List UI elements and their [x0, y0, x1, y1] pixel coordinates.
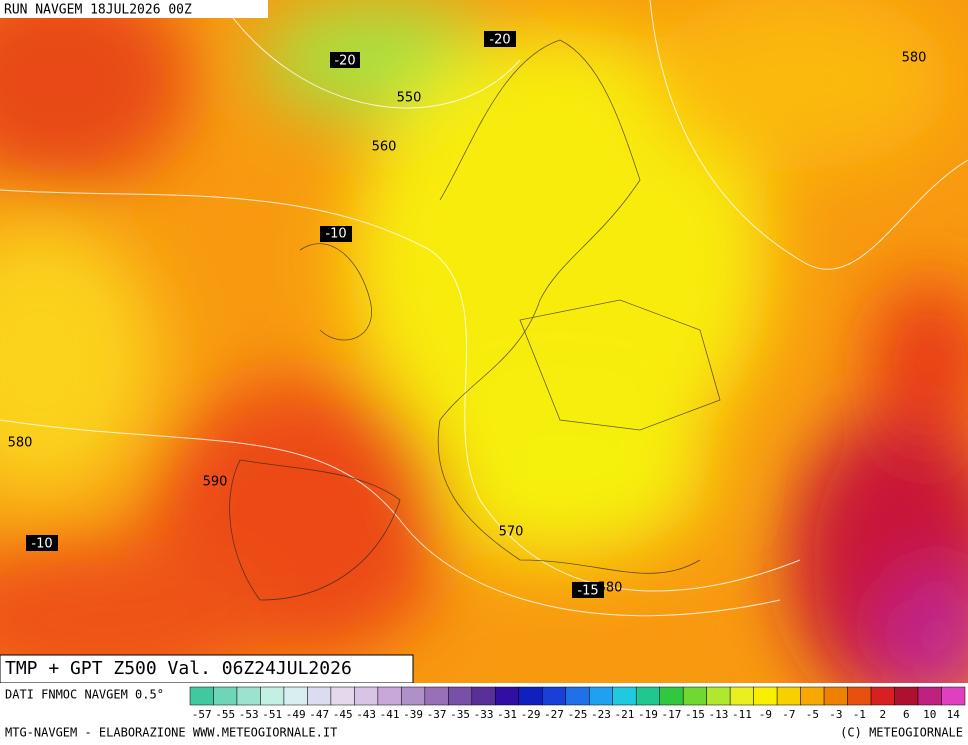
colorbar-label: 14: [947, 708, 961, 721]
colorbar-label: -1: [853, 708, 866, 721]
colorbar-label: -13: [708, 708, 728, 721]
colorbar-swatch: [753, 686, 778, 706]
colorbar-swatch: [542, 686, 567, 706]
footer-left: MTG-NAVGEM - ELABORAZIONE WWW.METEOGIORN…: [5, 726, 337, 740]
colorbar-swatch: [706, 686, 731, 706]
colorbar-swatch: [401, 686, 426, 706]
colorbar-label: -25: [568, 708, 588, 721]
colorbar-swatch: [495, 686, 520, 706]
colorbar-label: -53: [239, 708, 259, 721]
contour-label: 590: [203, 475, 228, 490]
footer-right: (C) METEOGIORNALE: [840, 726, 963, 740]
colorbar-label: 2: [879, 708, 886, 721]
colorbar-label: -5: [806, 708, 819, 721]
colorbar-swatch: [377, 686, 402, 706]
colorbar-label: -31: [497, 708, 517, 721]
colorbar-swatch: [847, 686, 872, 706]
colorbar-label: -37: [427, 708, 447, 721]
contour-label: 580: [598, 581, 623, 596]
colorbar-label: -57: [192, 708, 212, 721]
colorbar-swatch: [682, 686, 707, 706]
colorbar-swatch: [776, 686, 801, 706]
contour-label: -20: [489, 33, 510, 48]
colorbar-swatch: [424, 686, 449, 706]
contour-label: -10: [31, 537, 52, 552]
colorbar-label: -3: [829, 708, 842, 721]
colorbar-swatch: [588, 686, 613, 706]
colorbar-label: -11: [732, 708, 752, 721]
colorbar-label: -27: [544, 708, 564, 721]
map: [0, 0, 968, 710]
contour-label: 580: [902, 51, 927, 66]
contour-label: 570: [499, 525, 524, 540]
colorbar-label: -15: [685, 708, 705, 721]
colorbar-label: -43: [356, 708, 376, 721]
colorbar-swatch: [823, 686, 848, 706]
colorbar-swatch: [659, 686, 684, 706]
colorbar-swatch: [729, 686, 754, 706]
colorbar-label: -23: [591, 708, 611, 721]
colorbar-label: -39: [403, 708, 423, 721]
contour-label: 550: [397, 91, 422, 106]
colorbar-swatch: [283, 686, 308, 706]
colorbar-swatch: [612, 686, 637, 706]
colorbar-label: -51: [262, 708, 282, 721]
colorbar-swatch: [565, 686, 590, 706]
colorbar-label: -21: [615, 708, 635, 721]
colorbar-swatch: [236, 686, 261, 706]
contour-label: 560: [372, 140, 397, 155]
contour-label: -10: [325, 227, 346, 242]
contour-labels: -20 -20 550 560 580 -10 580 590 -10 570 …: [8, 31, 927, 599]
run-label: RUN NAVGEM 18JUL2026 00Z: [4, 3, 192, 18]
colorbar-swatch: [189, 686, 214, 706]
colorbar-label: -33: [474, 708, 494, 721]
colorbar-label: 6: [903, 708, 910, 721]
colorbar-swatch: [260, 686, 285, 706]
colorbar-label: -49: [286, 708, 306, 721]
colorbar-swatch: [518, 686, 543, 706]
colorbar-swatch: [917, 686, 942, 706]
source-label: DATI FNMOC NAVGEM 0.5°: [5, 688, 164, 702]
contour-label: -15: [577, 584, 598, 599]
colorbar-label: -29: [521, 708, 541, 721]
colorbar-swatch: [307, 686, 332, 706]
colorbar-swatch: [635, 686, 660, 706]
colorbar-swatch: [354, 686, 379, 706]
colorbar-swatch: [941, 686, 966, 706]
colorbar-swatch: [870, 686, 895, 706]
colorbar-label: -19: [638, 708, 658, 721]
colorbar-label: -9: [759, 708, 772, 721]
colorbar-label: -55: [215, 708, 235, 721]
colorbar-label: -41: [380, 708, 400, 721]
colorbar: -57 -55 -53 -51 -49 -47 -45 -43 -41 -39 -37 -35 -33-…: [189, 686, 966, 721]
colorbar-swatch: [800, 686, 825, 706]
colorbar-swatch: [448, 686, 473, 706]
colorbar-label: -45: [333, 708, 353, 721]
colorbar-label: 10: [923, 708, 936, 721]
colorbar-label: -17: [662, 708, 682, 721]
colorbar-swatch: [894, 686, 919, 706]
colorbar-label: -7: [782, 708, 795, 721]
colorbar-label: -35: [450, 708, 470, 721]
colorbar-swatch: [471, 686, 496, 706]
contour-label: -20: [334, 54, 355, 69]
colorbar-swatch: [330, 686, 355, 706]
map-title: TMP + GPT Z500 Val. 06Z24JUL2026: [5, 658, 352, 679]
colorbar-label: -47: [309, 708, 329, 721]
colorbar-swatch: [213, 686, 238, 706]
contour-label: 580: [8, 436, 33, 451]
